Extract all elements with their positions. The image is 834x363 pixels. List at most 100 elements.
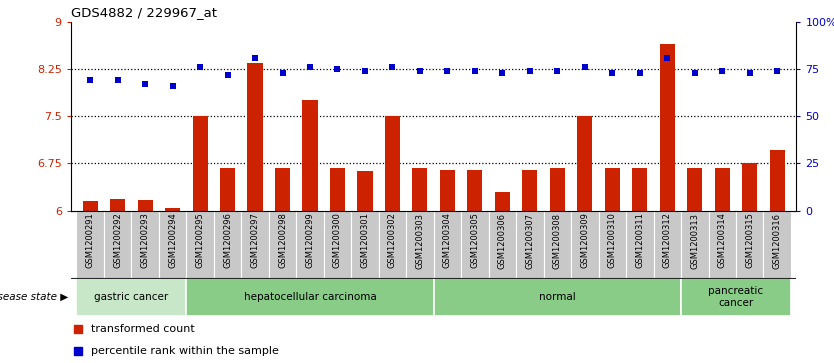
Point: [193, 64, 207, 70]
Bar: [214, 211, 241, 278]
Bar: [763, 211, 791, 278]
Bar: [660, 44, 675, 211]
Point: [743, 70, 756, 76]
Point: [578, 64, 591, 70]
Bar: [220, 168, 235, 211]
Point: [550, 68, 564, 74]
Bar: [440, 170, 455, 211]
Text: transformed count: transformed count: [91, 325, 194, 334]
Bar: [681, 211, 709, 278]
Bar: [296, 211, 324, 278]
Point: [661, 55, 674, 61]
Text: GSM1200295: GSM1200295: [195, 213, 204, 268]
Text: GSM1200310: GSM1200310: [608, 213, 617, 268]
Text: GSM1200301: GSM1200301: [360, 213, 369, 268]
Bar: [324, 211, 351, 278]
Point: [440, 68, 454, 74]
Point: [331, 66, 344, 72]
Text: GSM1200299: GSM1200299: [305, 213, 314, 268]
Text: GSM1200292: GSM1200292: [113, 213, 122, 268]
Bar: [385, 116, 400, 211]
Bar: [495, 192, 510, 211]
Bar: [626, 211, 654, 278]
Point: [276, 70, 289, 76]
Point: [83, 77, 97, 83]
Text: GSM1200298: GSM1200298: [278, 213, 287, 268]
Bar: [77, 211, 104, 278]
Bar: [681, 278, 791, 316]
Text: GSM1200309: GSM1200309: [580, 213, 590, 268]
Bar: [110, 199, 125, 211]
Bar: [715, 168, 730, 211]
Bar: [104, 211, 131, 278]
Text: GSM1200308: GSM1200308: [553, 213, 562, 269]
Bar: [77, 278, 186, 316]
Bar: [736, 211, 763, 278]
Bar: [275, 168, 290, 211]
Bar: [248, 63, 263, 211]
Text: GSM1200311: GSM1200311: [636, 213, 645, 268]
Bar: [158, 211, 186, 278]
Point: [72, 348, 85, 354]
Text: percentile rank within the sample: percentile rank within the sample: [91, 346, 279, 356]
Bar: [550, 168, 565, 211]
Text: GSM1200291: GSM1200291: [86, 213, 94, 268]
Text: hepatocellular carcinoma: hepatocellular carcinoma: [244, 292, 376, 302]
Text: GSM1200303: GSM1200303: [415, 213, 425, 269]
Text: GSM1200307: GSM1200307: [525, 213, 535, 269]
Bar: [709, 211, 736, 278]
Text: pancreatic
cancer: pancreatic cancer: [708, 286, 764, 307]
Bar: [330, 168, 345, 211]
Bar: [379, 211, 406, 278]
Bar: [516, 211, 544, 278]
Bar: [434, 278, 681, 316]
Bar: [434, 211, 461, 278]
Bar: [467, 170, 482, 211]
Bar: [186, 278, 434, 316]
Text: GSM1200306: GSM1200306: [498, 213, 507, 269]
Text: GSM1200293: GSM1200293: [141, 213, 149, 268]
Bar: [599, 211, 626, 278]
Point: [221, 72, 234, 78]
Text: GSM1200312: GSM1200312: [663, 213, 672, 268]
Text: normal: normal: [539, 292, 575, 302]
Text: GSM1200300: GSM1200300: [333, 213, 342, 268]
Bar: [742, 163, 757, 211]
Point: [771, 68, 784, 74]
Point: [138, 81, 152, 87]
Bar: [412, 168, 428, 211]
Point: [633, 70, 646, 76]
Point: [688, 70, 701, 76]
Point: [495, 70, 509, 76]
Point: [111, 77, 124, 83]
Bar: [489, 211, 516, 278]
Text: GSM1200316: GSM1200316: [773, 213, 781, 269]
Bar: [186, 211, 214, 278]
Bar: [138, 200, 153, 211]
Bar: [461, 211, 489, 278]
Bar: [193, 116, 208, 211]
Text: GSM1200296: GSM1200296: [223, 213, 232, 268]
Bar: [358, 171, 373, 211]
Text: GSM1200305: GSM1200305: [470, 213, 480, 268]
Text: disease state ▶: disease state ▶: [0, 292, 68, 302]
Bar: [131, 211, 158, 278]
Point: [468, 68, 481, 74]
Bar: [577, 116, 592, 211]
Bar: [522, 170, 537, 211]
Text: GSM1200314: GSM1200314: [718, 213, 726, 268]
Point: [414, 68, 427, 74]
Text: gastric cancer: gastric cancer: [94, 292, 168, 302]
Bar: [654, 211, 681, 278]
Point: [72, 327, 85, 333]
Bar: [303, 101, 318, 211]
Bar: [687, 168, 702, 211]
Text: GSM1200297: GSM1200297: [250, 213, 259, 268]
Text: GSM1200304: GSM1200304: [443, 213, 452, 268]
Bar: [632, 168, 647, 211]
Bar: [269, 211, 296, 278]
Point: [166, 83, 179, 89]
Bar: [770, 150, 785, 211]
Bar: [83, 201, 98, 211]
Text: GSM1200302: GSM1200302: [388, 213, 397, 268]
